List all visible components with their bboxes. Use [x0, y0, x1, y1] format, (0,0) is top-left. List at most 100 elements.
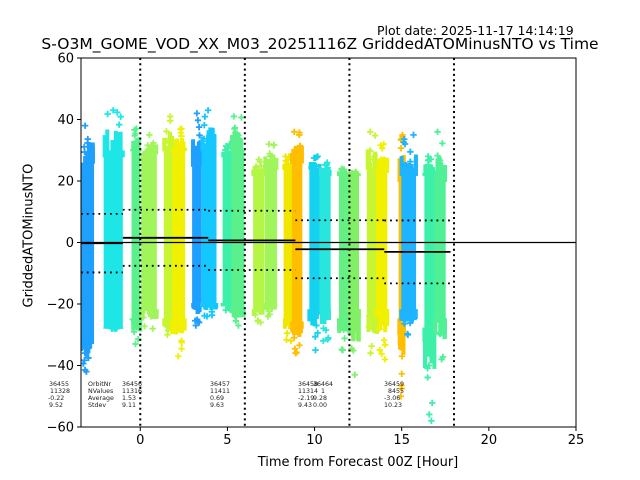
- data-point: [340, 326, 347, 334]
- band-edge: [154, 309, 159, 319]
- data-point: [425, 156, 433, 164]
- data-point: [209, 300, 216, 308]
- data-point: [324, 313, 331, 320]
- data-point: [178, 132, 185, 140]
- orbit-band: [102, 107, 125, 332]
- stat-value: 11328: [50, 388, 70, 395]
- data-point: [193, 110, 201, 117]
- data-point: [409, 165, 416, 173]
- band-core: [231, 150, 245, 311]
- data-point: [257, 171, 264, 178]
- band-edge: [356, 309, 361, 319]
- stat-value: 11411: [210, 388, 230, 395]
- data-point: [429, 399, 436, 407]
- data-point: [178, 143, 185, 150]
- orbit-band: [200, 107, 219, 320]
- band-edge: [178, 144, 183, 152]
- band-core: [264, 168, 278, 304]
- band-edge: [411, 167, 416, 176]
- band-edge: [433, 318, 438, 335]
- band-edge: [327, 170, 332, 176]
- data-point: [232, 307, 239, 314]
- stat-value: 10.23: [384, 402, 402, 409]
- data-point: [254, 318, 262, 325]
- band-edge: [348, 309, 353, 317]
- data-point: [283, 318, 291, 325]
- band-edge: [273, 303, 278, 307]
- band-edge: [228, 153, 233, 158]
- orbit-band: [170, 125, 188, 360]
- data-point: [201, 121, 208, 129]
- data-point: [116, 121, 123, 128]
- band-edge: [255, 167, 260, 176]
- stat-value: 36456: [122, 381, 142, 388]
- y-tick-label: 0: [66, 236, 74, 251]
- data-point: [381, 341, 389, 349]
- band-edge: [422, 327, 427, 342]
- band-edge: [131, 140, 136, 152]
- data-point: [85, 354, 92, 362]
- data-point: [320, 337, 327, 345]
- data-point: [222, 301, 230, 309]
- band-edge: [372, 165, 377, 170]
- stat-value: 36458: [298, 381, 318, 388]
- data-point: [376, 325, 383, 333]
- data-point: [397, 393, 405, 400]
- data-point: [141, 306, 148, 314]
- data-point: [266, 311, 273, 318]
- band-edge: [192, 303, 197, 309]
- band-core: [222, 156, 233, 304]
- data-point: [133, 321, 140, 328]
- band-edge: [140, 309, 145, 318]
- data-point: [310, 154, 318, 162]
- data-point: [436, 157, 444, 164]
- band-edge: [337, 172, 342, 176]
- y-tick-label: 60: [57, 52, 74, 67]
- data-point: [268, 153, 275, 160]
- orbit-band: [422, 153, 437, 425]
- data-point: [132, 340, 139, 348]
- band-edge: [405, 309, 410, 320]
- orbit-band: [139, 131, 159, 332]
- stat-value: 36455: [49, 381, 69, 388]
- band-edge: [193, 154, 198, 167]
- band-edge: [435, 159, 440, 182]
- data-point: [439, 176, 447, 184]
- stat-value: 9.28: [313, 395, 327, 402]
- stat-value: 11314: [298, 388, 318, 395]
- data-point: [369, 325, 376, 333]
- band-edge: [146, 147, 151, 155]
- data-point: [367, 147, 374, 154]
- data-point: [295, 153, 302, 160]
- data-point: [191, 160, 198, 167]
- orbit-band: [318, 159, 332, 345]
- data-point: [434, 128, 441, 135]
- band-edge: [197, 303, 202, 313]
- plot-date: Plot date: 2025-11-17 14:14:19: [377, 23, 574, 38]
- stat-value: 1: [321, 388, 325, 395]
- data-point: [164, 146, 172, 153]
- data-point: [377, 156, 385, 163]
- data-point: [320, 325, 327, 332]
- band-edge: [150, 309, 155, 317]
- data-point: [439, 353, 447, 361]
- y-tick-label: −60: [47, 421, 74, 436]
- band-edge: [422, 172, 427, 176]
- band-edge: [261, 168, 266, 176]
- data-point: [81, 349, 89, 357]
- band-edge: [263, 156, 268, 170]
- y-tick-label: −40: [47, 359, 74, 374]
- data-point: [270, 141, 278, 149]
- band-edge: [83, 156, 88, 164]
- data-point: [195, 123, 203, 131]
- band-edge: [288, 164, 293, 170]
- data-point: [200, 303, 208, 310]
- data-point: [204, 107, 212, 114]
- data-point: [398, 385, 405, 392]
- band-core: [338, 174, 350, 320]
- band-edge: [76, 142, 80, 163]
- data-point: [410, 131, 417, 139]
